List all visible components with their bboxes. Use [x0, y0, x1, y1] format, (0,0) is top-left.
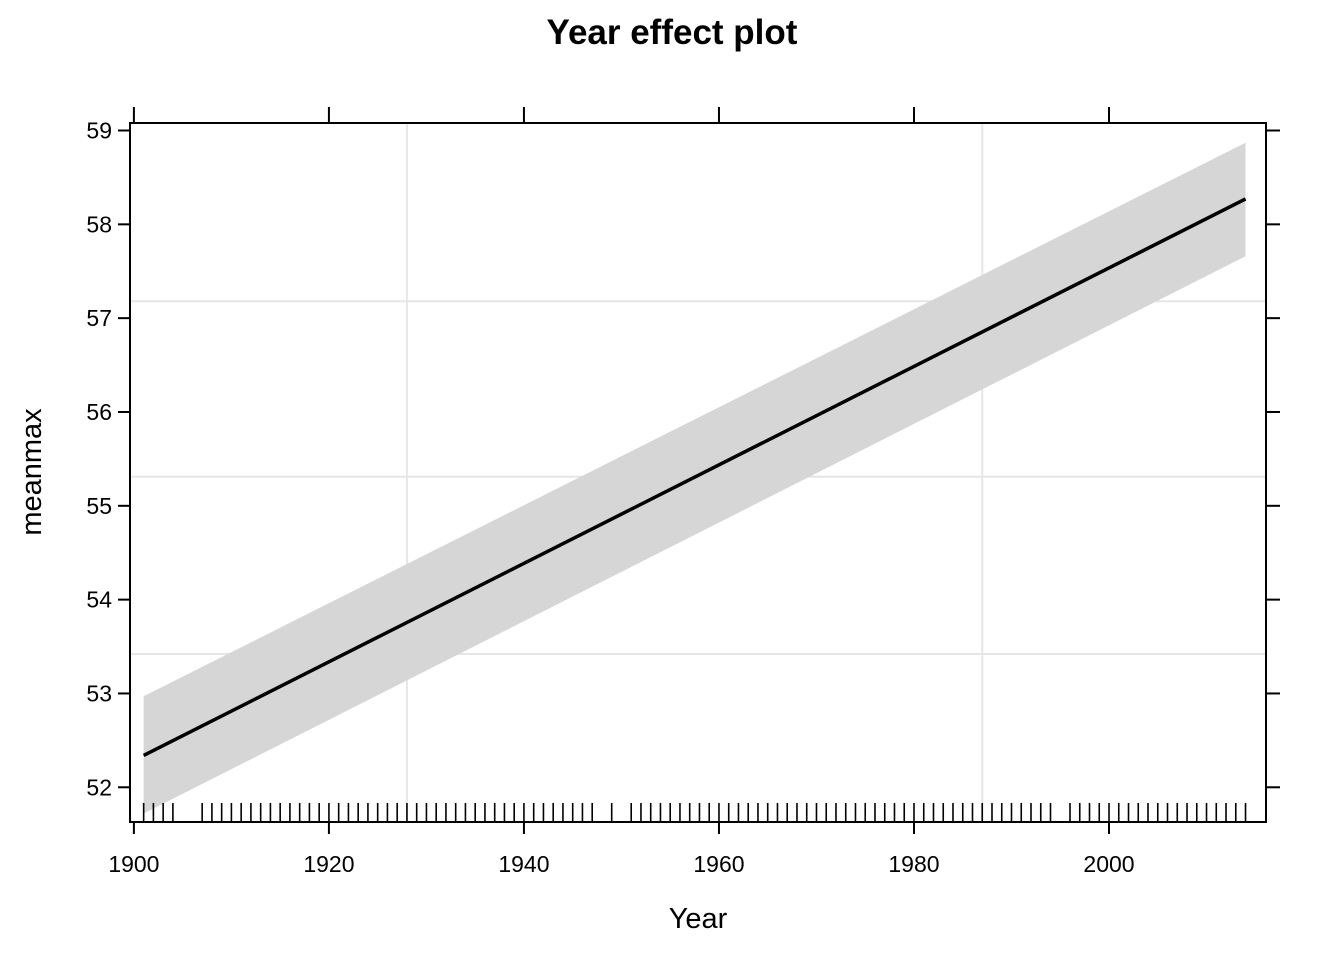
y-tick-label: 54: [86, 587, 112, 613]
fit-line: [142, 197, 1247, 757]
y-axis-label: meanmax: [16, 408, 48, 536]
y-tick-label: 56: [86, 399, 112, 425]
x-tick-label: 1940: [498, 851, 549, 877]
plot-frame: [129, 122, 1267, 823]
y-tick-label: 58: [86, 211, 112, 237]
y-tick-label: 52: [86, 774, 112, 800]
x-tick-label: 1900: [108, 851, 159, 877]
x-axis-label: Year: [669, 903, 728, 935]
x-axis-ticks: 1900 1920 1940 1960 1980 2000: [108, 107, 1135, 877]
x-tick-label: 2000: [1083, 851, 1134, 877]
y-axis-ticks: 52 53 54 55 56 57 58 59: [86, 118, 1280, 800]
x-tick-label: 1960: [693, 851, 744, 877]
y-tick-label: 59: [86, 118, 112, 144]
rug-marks: [142, 803, 1247, 821]
y-tick-label: 57: [86, 305, 112, 331]
x-tick-label: 1920: [303, 851, 354, 877]
x-tick-label: 1980: [888, 851, 939, 877]
y-tick-label: 53: [86, 680, 112, 706]
chart-title: Year effect plot: [547, 13, 798, 52]
y-tick-label: 55: [86, 493, 112, 519]
fitted-line: [142, 197, 1247, 757]
